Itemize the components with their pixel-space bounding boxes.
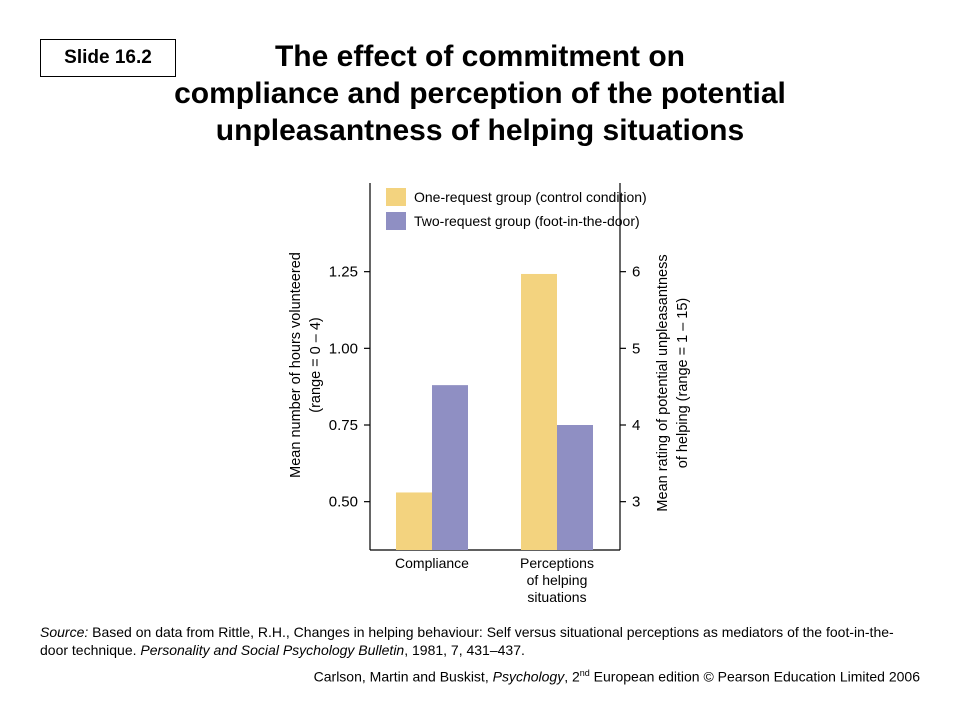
credit-book: Psychology bbox=[492, 668, 565, 685]
slide-number-badge: Slide 16.2 bbox=[40, 39, 176, 77]
legend-label: One-request group (control condition) bbox=[414, 189, 647, 205]
category-label-line: Compliance bbox=[395, 555, 469, 571]
left-tick-label: 1.00 bbox=[329, 340, 358, 357]
right-tick-label: 4 bbox=[632, 417, 640, 434]
right-axis-label-line: of helping (range = 1 – 15) bbox=[675, 298, 691, 469]
source-note: Source: Based on data from Rittle, R.H.,… bbox=[40, 623, 920, 659]
source-prefix: Source: bbox=[40, 624, 89, 640]
left-tick-label: 0.75 bbox=[329, 417, 358, 434]
legend-swatch bbox=[386, 212, 406, 230]
credit-edition-rest: European edition © Pearson Education Lim… bbox=[589, 668, 920, 685]
category-label-line: Perceptions bbox=[520, 555, 594, 571]
bar-compliance-two-request bbox=[432, 385, 468, 550]
title-line-2: compliance and perception of the potenti… bbox=[174, 77, 786, 110]
category-label-line: of helping bbox=[527, 572, 588, 588]
legend-label: Two-request group (foot-in-the-door) bbox=[414, 213, 640, 229]
source-citation: , 1981, 7, 431–437. bbox=[404, 642, 525, 658]
right-tick-label: 5 bbox=[632, 340, 640, 357]
bar-perceptions-one-request bbox=[521, 273, 557, 550]
bar-compliance-one-request bbox=[396, 492, 432, 550]
right-tick-label: 3 bbox=[632, 494, 640, 511]
left-tick-label: 0.50 bbox=[329, 494, 358, 511]
title-line-1: The effect of commitment on bbox=[274, 40, 686, 73]
left-axis-label-line: (range = 0 – 4) bbox=[308, 317, 324, 413]
left-axis-label-line: Mean number of hours volunteered bbox=[288, 252, 304, 478]
right-tick-label: 6 bbox=[632, 264, 640, 281]
title-line-3: unpleasantness of helping situations bbox=[215, 114, 745, 147]
copyright-credit: Carlson, Martin and Buskist, Psychology,… bbox=[40, 664, 920, 686]
left-tick-label: 1.25 bbox=[329, 264, 358, 281]
credit-authors: Carlson, Martin and Buskist, bbox=[313, 668, 493, 685]
right-axis-label-line: Mean rating of potential unpleasantness bbox=[655, 254, 671, 511]
credit-edition-suffix: nd bbox=[579, 668, 590, 678]
source-journal: Personality and Social Psychology Bullet… bbox=[140, 642, 405, 658]
slide-title: The effect of commitment on compliance a… bbox=[60, 38, 900, 149]
legend-swatch bbox=[386, 188, 406, 206]
bar-perceptions-two-request bbox=[557, 425, 593, 550]
source-text: Based on data from Rittle, R.H., Changes… bbox=[40, 624, 894, 658]
credit-edition: , 2 bbox=[564, 668, 580, 685]
category-label-line: situations bbox=[527, 589, 586, 605]
